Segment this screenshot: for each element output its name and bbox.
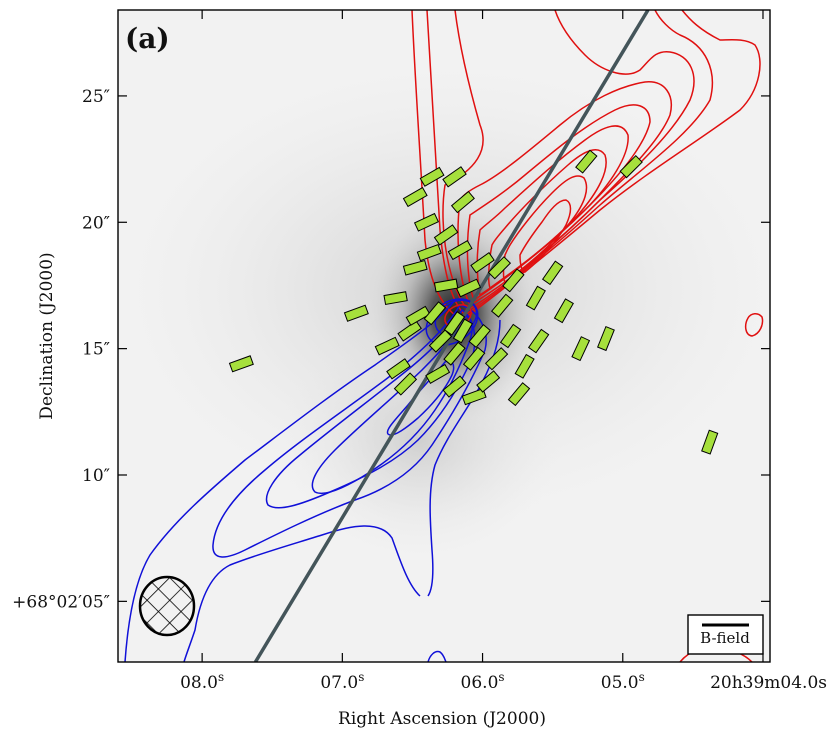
b-field-vector bbox=[499, 323, 522, 349]
y-tick-label: 10″ bbox=[82, 466, 110, 486]
b-field-vector bbox=[490, 293, 514, 318]
blue-contour bbox=[183, 525, 421, 662]
b-field-vector bbox=[343, 304, 369, 322]
x-tick-label: 06.0s bbox=[461, 670, 505, 693]
b-field-vector bbox=[447, 239, 473, 261]
b-field-vector bbox=[597, 325, 615, 352]
blue-contour bbox=[311, 315, 473, 494]
panel-label: (a) bbox=[125, 22, 170, 55]
y-tick-label: 25″ bbox=[82, 87, 110, 107]
b-field-vector bbox=[502, 268, 525, 293]
b-field-vector bbox=[428, 329, 453, 353]
b-field-vector bbox=[423, 301, 447, 326]
b-field-vector bbox=[402, 186, 428, 208]
b-field-vector bbox=[228, 355, 254, 373]
b-field-vector bbox=[442, 375, 467, 398]
x-tick-label: 20h39m04.0s bbox=[710, 673, 827, 693]
b-field-vector bbox=[507, 382, 531, 407]
b-field-vector bbox=[442, 166, 467, 188]
red-contour bbox=[411, 10, 761, 321]
b-field-vector bbox=[433, 278, 459, 293]
y-tick-label: +68°02′05″ bbox=[12, 592, 110, 612]
b-field-vector bbox=[527, 328, 550, 354]
b-field-vector bbox=[386, 358, 411, 380]
x-axis-ticks: 08.0s 07.0s 06.0s 05.0s 20h39m04.0s bbox=[180, 10, 827, 693]
b-field-vector bbox=[553, 298, 574, 324]
b-field-vector bbox=[468, 323, 491, 349]
b-field-vector bbox=[413, 212, 440, 232]
b-field-vector bbox=[433, 224, 459, 246]
b-field-vector bbox=[383, 291, 408, 306]
blue-lobe-contours bbox=[124, 299, 501, 662]
blue-contour bbox=[124, 299, 456, 662]
b-field-vector bbox=[402, 259, 428, 276]
b-field-vector bbox=[487, 256, 512, 280]
b-field-vector bbox=[374, 336, 400, 356]
red-contour bbox=[502, 175, 588, 283]
b-field-vector bbox=[425, 363, 451, 384]
b-field-vector bbox=[575, 149, 598, 174]
b-field-vector bbox=[461, 388, 487, 406]
b-field-vector bbox=[452, 318, 474, 344]
b-field-vector bbox=[571, 336, 591, 362]
b-field-vector bbox=[525, 285, 546, 311]
b-field-vector bbox=[541, 260, 564, 286]
beam-ellipse bbox=[138, 575, 196, 637]
red-contour bbox=[426, 10, 714, 316]
b-field-vector bbox=[701, 429, 719, 455]
b-field-vector bbox=[456, 278, 482, 298]
b-field-vector bbox=[443, 341, 466, 366]
plot-frame bbox=[117, 9, 771, 663]
x-tick-label: 07.0s bbox=[320, 670, 364, 693]
y-tick-label: 15″ bbox=[82, 340, 110, 360]
b-field-vector bbox=[450, 190, 475, 214]
b-field-vector bbox=[443, 311, 466, 336]
x-axis-label: Right Ascension (J2000) bbox=[338, 709, 546, 729]
legend-box: B-field bbox=[687, 614, 764, 655]
b-field-vector bbox=[476, 370, 501, 393]
outflow-axis-line bbox=[253, 10, 650, 662]
b-field-vector bbox=[393, 372, 418, 396]
b-field-vector bbox=[397, 320, 422, 342]
blue-contour bbox=[427, 319, 501, 597]
legend-label: B-field bbox=[700, 629, 750, 647]
red-contour bbox=[744, 313, 764, 337]
x-tick-label: 05.0s bbox=[601, 670, 645, 693]
b-field-vector bbox=[470, 252, 495, 274]
b-field-vectors bbox=[228, 149, 719, 455]
b-field-vector bbox=[484, 347, 509, 371]
b-field-vector bbox=[619, 155, 643, 179]
x-tick-label: 08.0s bbox=[180, 670, 224, 693]
b-field-vector bbox=[419, 166, 445, 187]
b-field-vector bbox=[462, 346, 486, 371]
b-field-vector bbox=[514, 353, 535, 379]
red-contour bbox=[476, 125, 629, 297]
red-contour bbox=[519, 199, 572, 273]
blue-contour bbox=[212, 304, 487, 558]
y-tick-label: 20″ bbox=[82, 213, 110, 233]
b-field-vector bbox=[405, 305, 431, 326]
b-field-vector bbox=[416, 243, 442, 262]
blue-contour bbox=[427, 650, 447, 662]
red-contour bbox=[487, 149, 607, 290]
y-axis-ticks: +68°02′05″ 10″ 15″ 20″ 25″ bbox=[12, 87, 770, 612]
y-axis-label: Declination (J2000) bbox=[37, 252, 57, 419]
